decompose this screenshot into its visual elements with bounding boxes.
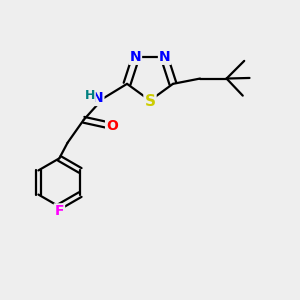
Text: N: N bbox=[92, 91, 103, 105]
Text: N: N bbox=[129, 50, 141, 64]
Text: F: F bbox=[55, 204, 64, 218]
Text: N: N bbox=[159, 50, 171, 64]
Text: O: O bbox=[106, 119, 118, 133]
Text: S: S bbox=[145, 94, 155, 109]
Text: H: H bbox=[85, 88, 95, 101]
